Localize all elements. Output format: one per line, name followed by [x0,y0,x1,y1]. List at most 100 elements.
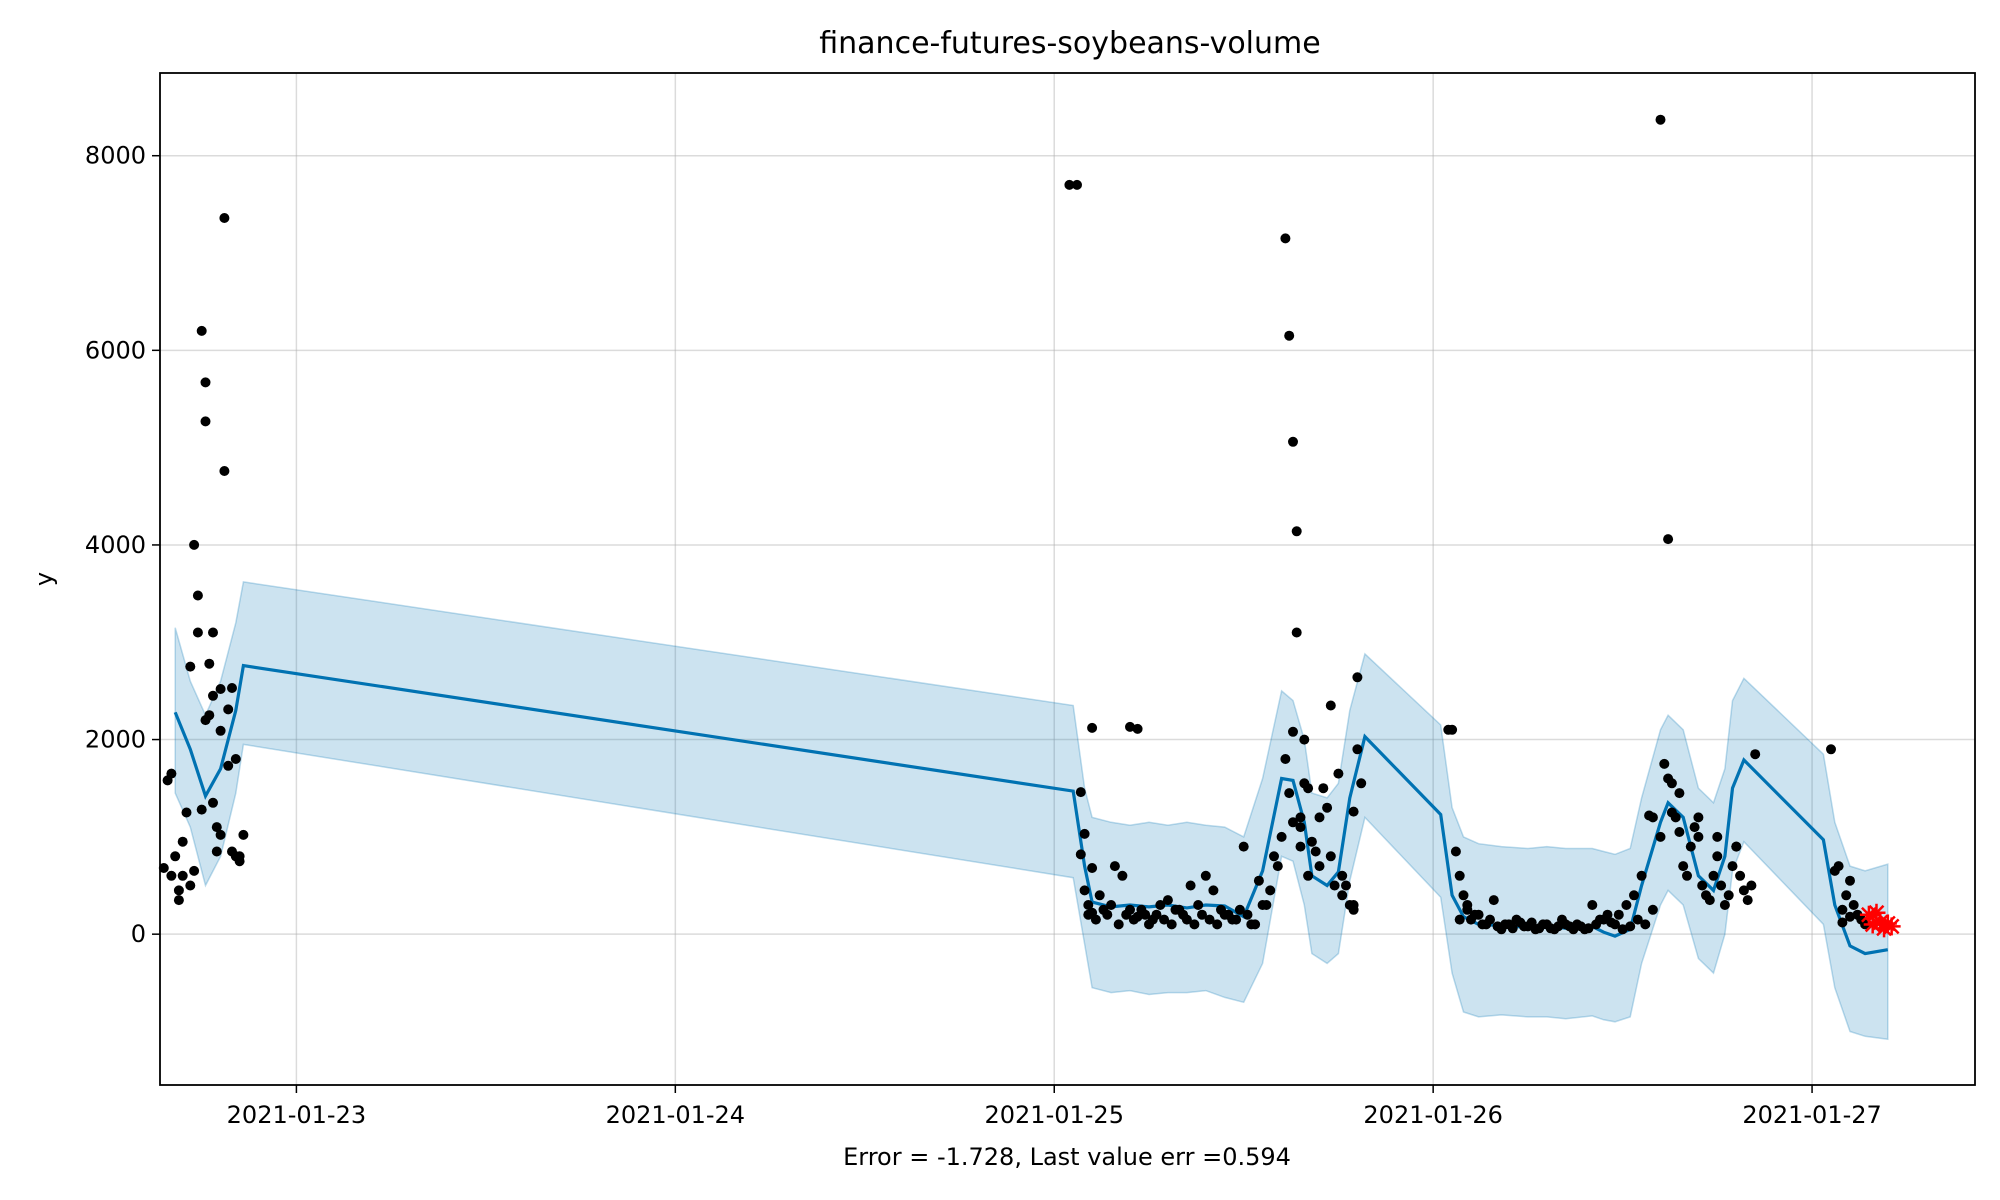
observed-point [1454,914,1465,925]
x-tick-label: 2021-01-25 [984,1101,1123,1129]
observed-point [177,870,188,881]
observed-point [1280,233,1291,244]
observed-point [1204,914,1215,925]
observed-point [200,377,211,388]
observed-point [1348,806,1359,817]
observed-point [1727,861,1738,872]
observed-point [1507,923,1518,934]
observed-point [1079,885,1090,896]
observed-point [1151,909,1162,920]
observed-point [230,754,241,764]
observed-point [1075,787,1086,798]
observed-point [200,416,211,427]
observed-point [223,760,234,771]
observed-point [1284,330,1295,341]
observed-point [1485,914,1495,925]
observed-point [1185,880,1196,891]
observed-point [1272,861,1283,872]
observed-point [1333,768,1344,779]
observed-point [1295,812,1306,823]
observed-point [1238,841,1249,852]
observed-point [1288,436,1298,447]
observed-point [1625,921,1636,932]
observed-point [166,768,177,779]
observed-point [1666,778,1677,789]
observed-point [1845,911,1855,922]
x-axis: 2021-01-23 2021-01-24 2021-01-25 2021-01-26… [227,1085,1882,1129]
observed-point [1250,919,1261,930]
observed-point [166,870,177,881]
observed-point [1352,744,1363,755]
observed-point [1450,846,1461,857]
test-points [1859,903,1901,938]
observed-point [192,590,203,601]
y-tick-label: 4000 [85,531,146,559]
observed-point [1352,672,1363,683]
observed-point [1606,917,1617,928]
observed-point [1746,880,1757,891]
observed-point [1356,778,1367,789]
observed-point [227,683,237,693]
observed-point [1553,921,1564,932]
test-point [1882,917,1901,936]
observed-point [1200,870,1211,881]
observed-point [1132,723,1143,734]
observed-point [211,822,222,833]
observed-point [238,829,249,840]
observed-point [223,704,234,715]
observed-point [1212,919,1223,930]
observed-point [1162,895,1173,906]
chart-title: finance-futures-soybeans-volume [819,26,1320,61]
observed-point [1735,870,1746,881]
observed-point [1295,841,1306,852]
observed-point [1841,890,1852,901]
observed-point [1837,904,1848,915]
observed-point [1742,895,1753,906]
observed-point [158,863,169,873]
observed-point [1598,914,1609,925]
observed-point [1488,895,1499,906]
observed-point [1117,870,1128,881]
observed-point [173,895,184,906]
observed-point [208,797,218,808]
observed-point [1337,890,1348,901]
y-axis: 0 2000 4000 6000 8000 [85,142,160,948]
observed-point [1670,812,1681,823]
observed-point [1083,900,1094,910]
observed-point [1098,904,1109,915]
observed-point [1640,919,1651,930]
observed-points [158,114,1871,935]
observed-point [1314,861,1325,872]
observed-point [1072,179,1082,190]
observed-point [1663,534,1674,545]
x-tick-label: 2021-01-27 [1742,1101,1881,1129]
observed-point [1591,919,1602,930]
observed-point [208,690,218,701]
observed-point [1837,917,1848,928]
observed-point [1166,919,1177,930]
observed-point [1144,919,1154,930]
y-axis-label: y [30,572,58,586]
grid [160,73,1975,1085]
observed-point [200,715,211,726]
observed-point [196,325,207,336]
observed-point [1125,721,1135,732]
observed-point [1269,851,1279,862]
observed-point [1348,900,1359,910]
observed-point [1682,870,1692,881]
observed-point [1462,900,1473,910]
observed-point [1064,179,1075,190]
observed-point [189,539,200,550]
observed-point [1276,831,1287,842]
observed-point [170,851,181,862]
observed-point [1583,923,1594,934]
observed-point [1492,921,1503,932]
observed-point [219,213,230,223]
observed-point [1655,114,1666,125]
observed-point [1731,841,1742,852]
observed-point [192,627,203,638]
observed-point [1314,812,1325,823]
observed-point [1693,831,1704,842]
observed-point [1704,895,1715,906]
observed-point [1303,870,1314,881]
